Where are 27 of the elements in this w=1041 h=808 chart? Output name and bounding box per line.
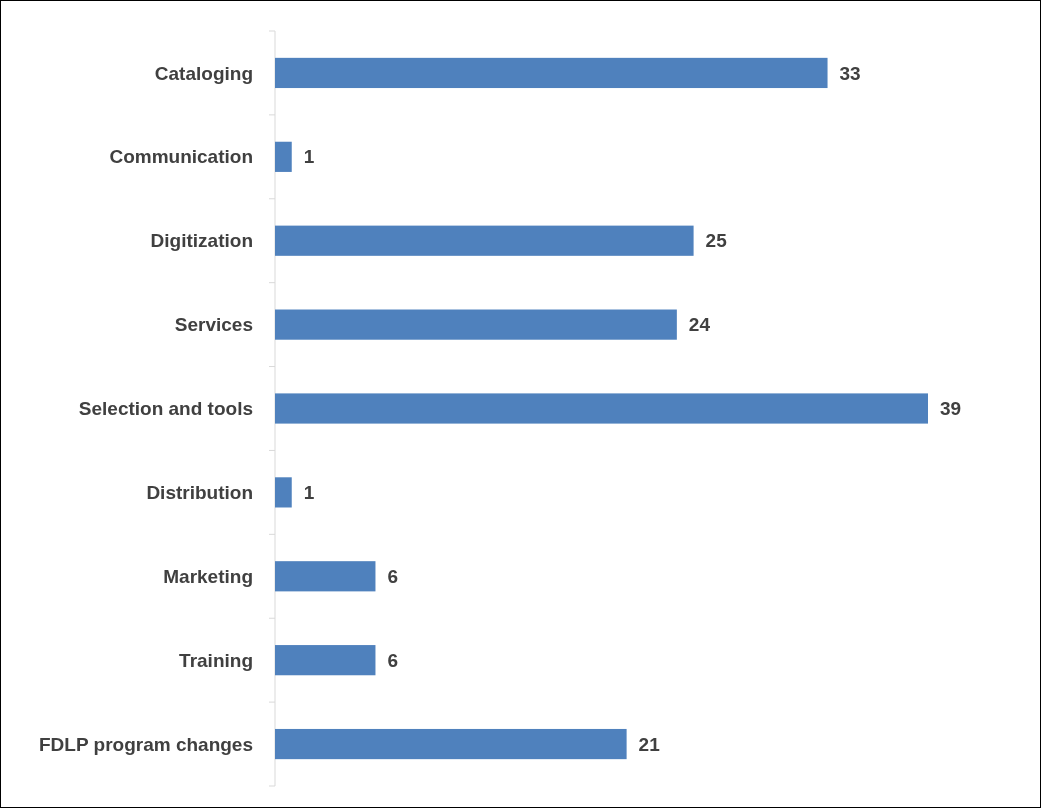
data-label: 24 (688, 314, 711, 336)
bar (275, 728, 627, 760)
data-label: 21 (638, 733, 661, 755)
bar (275, 57, 828, 89)
data-label: 39 (940, 398, 962, 420)
y-tick-label: Selection and tools (78, 398, 253, 420)
bar (275, 561, 376, 592)
bar (275, 309, 677, 340)
bar (275, 645, 376, 676)
y-tick-label: FDLP program changes (39, 733, 253, 755)
y-tick-label: Digitization (150, 230, 253, 252)
y-tick-label: Marketing (163, 565, 253, 587)
data-label: 33 (839, 62, 861, 84)
data-label: 1 (303, 146, 315, 168)
y-tick-label: Cataloging (154, 62, 253, 84)
y-tick-label: Training (179, 649, 253, 671)
y-tick-label: Distribution (146, 482, 253, 504)
y-tick-label: Services (174, 314, 253, 336)
bar (275, 225, 694, 256)
data-label: 25 (705, 230, 728, 252)
bar (275, 141, 292, 172)
data-label: 1 (303, 482, 315, 504)
y-tick-label: Communication (109, 146, 253, 168)
bar (275, 393, 928, 424)
data-label: 6 (387, 565, 399, 587)
bar (275, 477, 292, 508)
data-label: 6 (387, 649, 399, 671)
